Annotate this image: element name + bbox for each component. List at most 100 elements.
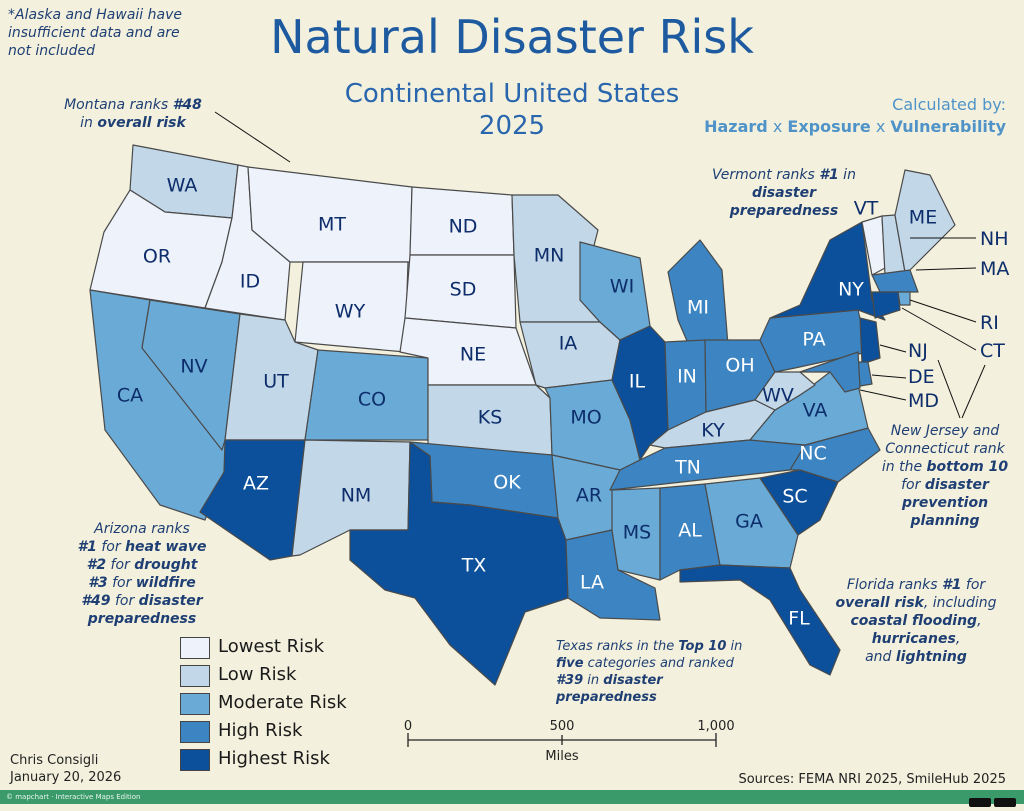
njct-note-line: in the bottom 10 — [881, 459, 1009, 475]
vermont-note: Vermont ranks #1 in disaster preparednes… — [704, 166, 864, 220]
state-label-TX: TX — [461, 555, 487, 577]
author-name: Chris Consigli — [10, 753, 99, 768]
scale-unit: Miles — [545, 749, 578, 764]
calc-exposure: Exposure — [787, 117, 871, 136]
legend-swatch — [180, 665, 210, 687]
state-label-SD: SD — [450, 279, 477, 301]
state-label-IN: IN — [677, 366, 697, 388]
state-label-VT: VT — [854, 198, 879, 220]
legend-label: High Risk — [218, 720, 303, 741]
state-label-MS: MS — [623, 522, 651, 544]
label-RI: RI — [980, 312, 999, 334]
footnote: *Alaska and Hawaii have insufficient dat… — [8, 6, 208, 60]
state-label-CA: CA — [117, 385, 143, 407]
state-CT[interactable] — [871, 291, 901, 319]
state-MA[interactable] — [871, 269, 919, 293]
state-label-WI: WI — [610, 276, 634, 298]
state-label-NY: NY — [838, 279, 864, 301]
ma-leader — [915, 267, 977, 271]
ri-leader — [909, 299, 977, 323]
state-label-OH: OH — [725, 355, 754, 377]
ct-leader — [901, 307, 977, 351]
state-label-MT: MT — [318, 214, 346, 236]
footer-bar — [0, 790, 1024, 804]
florida-note-line: coastal flooding, — [850, 613, 982, 629]
montana-leader — [214, 111, 291, 163]
montana-note-line: Montana ranks #48 — [64, 97, 202, 113]
state-label-NV: NV — [180, 356, 207, 378]
legend-label: Lowest Risk — [218, 636, 324, 657]
calc-heading: Calculated by: — [892, 95, 1006, 114]
state-label-GA: GA — [735, 511, 763, 533]
map-subtitle: Continental United States 2025 — [0, 78, 1024, 142]
arizona-note: Arizona ranks #1 for heat wave #2 for dr… — [28, 520, 256, 628]
florida-note-line: and lightning — [865, 649, 967, 665]
arizona-note-line: #3 for wildfire — [88, 575, 196, 591]
legend-swatch — [180, 749, 210, 771]
state-NJ[interactable] — [859, 317, 881, 365]
scale-tick-500: 500 — [550, 719, 575, 734]
label-NJ: NJ — [908, 340, 928, 362]
state-label-FL: FL — [788, 608, 810, 630]
florida-note: Florida ranks #1 for overall risk, inclu… — [826, 576, 1006, 666]
state-label-AZ: AZ — [243, 473, 269, 495]
calc-formula: Hazard x Exposure x Vulnerability — [704, 116, 1006, 138]
state-label-TN: TN — [674, 457, 701, 479]
state-MS[interactable] — [611, 487, 661, 581]
label-NH: NH — [980, 228, 1009, 250]
state-label-WY: WY — [335, 301, 366, 323]
state-MD[interactable] — [799, 351, 861, 393]
label-MA: MA — [980, 258, 1010, 280]
montana-note-line: in overall risk — [80, 115, 186, 131]
njct-leader-ct — [961, 364, 986, 419]
legend-swatch — [180, 721, 210, 743]
vermont-note-line: preparedness — [729, 203, 839, 219]
footnote-line: not included — [8, 43, 95, 59]
store-badges — [966, 792, 1016, 811]
state-NV[interactable] — [141, 299, 241, 451]
legend-label: Moderate Risk — [218, 692, 347, 713]
state-label-ME: ME — [909, 207, 937, 229]
state-MI[interactable] — [667, 239, 729, 349]
state-label-NC: NC — [799, 443, 826, 465]
texas-note-line: five categories and ranked — [556, 656, 734, 671]
state-label-OK: OK — [493, 472, 521, 494]
subtitle-region: Continental United States — [344, 79, 680, 109]
state-label-PA: PA — [802, 329, 825, 351]
calc-vulnerability: Vulnerability — [890, 117, 1006, 136]
calc-times: x — [767, 117, 788, 136]
state-label-ID: ID — [240, 271, 260, 293]
state-label-AR: AR — [576, 485, 602, 507]
state-label-WA: WA — [167, 175, 198, 197]
state-NY[interactable] — [769, 221, 886, 321]
state-TX[interactable] — [349, 441, 569, 686]
state-label-AL: AL — [678, 520, 702, 542]
njct-note-line: planning — [910, 513, 980, 529]
state-label-SC: SC — [782, 486, 807, 508]
njct-note-line: Connecticut rank — [885, 441, 1005, 457]
legend-swatch — [180, 693, 210, 715]
nj-leader — [879, 344, 907, 353]
njct-note-line: prevention — [901, 495, 989, 511]
label-MD: MD — [908, 390, 940, 412]
google-play-badge[interactable] — [994, 798, 1016, 807]
calc-times: x — [870, 117, 891, 136]
state-label-NE: NE — [460, 344, 486, 366]
state-FL[interactable] — [679, 564, 841, 676]
texas-note: Texas ranks in the Top 10 in five catego… — [556, 638, 756, 706]
scale-bar: 0 500 1,000 Miles — [404, 719, 735, 764]
footnote-line: insufficient data and are — [8, 25, 180, 41]
montana-note: Montana ranks #48 in overall risk — [58, 96, 208, 132]
arizona-note-line: #2 for drought — [86, 557, 198, 573]
state-label-OR: OR — [143, 246, 171, 268]
arizona-note-line: #1 for heat wave — [77, 539, 207, 555]
leader-lines — [214, 111, 986, 419]
app-store-badge[interactable] — [969, 798, 991, 807]
state-label-UT: UT — [263, 371, 289, 393]
footnote-line: *Alaska and Hawaii have — [8, 7, 182, 23]
footer-text: © mapchart · Interactive Maps Edition — [6, 793, 141, 801]
arizona-note-line: Arizona ranks — [94, 521, 190, 537]
state-SC[interactable] — [759, 469, 839, 536]
state-label-IL: IL — [629, 371, 646, 393]
state-label-MN: MN — [534, 245, 565, 267]
